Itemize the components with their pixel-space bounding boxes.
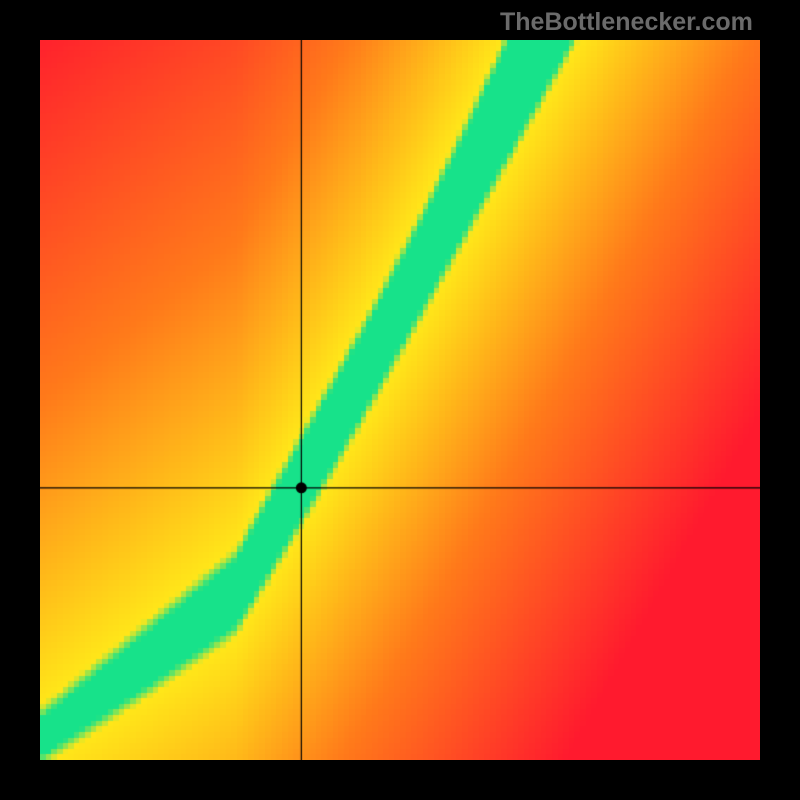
bottleneck-heatmap <box>40 40 760 760</box>
chart-frame <box>40 40 760 760</box>
source-attribution: TheBottlenecker.com <box>500 8 753 37</box>
